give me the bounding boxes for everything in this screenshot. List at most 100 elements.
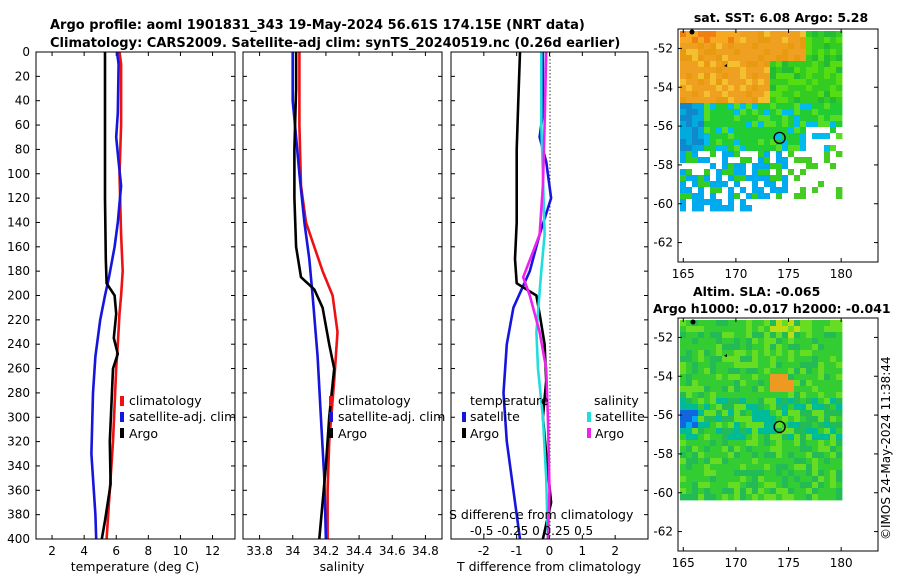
map-cell (806, 368, 813, 375)
map-cell (728, 452, 735, 459)
map-cell (812, 121, 819, 128)
map-cell (704, 464, 711, 471)
map-cell (734, 85, 741, 92)
map-cell (782, 103, 789, 110)
map-cell (824, 434, 831, 441)
map-cell (782, 61, 789, 68)
map-cell (692, 392, 699, 399)
map-cell (794, 440, 801, 447)
map-cell (710, 91, 717, 98)
map-cell (740, 428, 747, 435)
map-cell (800, 37, 807, 44)
map-cell (806, 169, 813, 176)
map-cell (704, 145, 711, 152)
map-cell (812, 91, 819, 98)
map-cell (710, 133, 717, 140)
map-cell (812, 205, 819, 212)
map-cell (794, 163, 801, 170)
map-cell (686, 145, 693, 152)
map-cell (746, 374, 753, 381)
map-cell (806, 386, 813, 393)
map-cell (782, 49, 789, 56)
map-cell (728, 55, 735, 62)
map-cell (728, 31, 735, 38)
map-cell (824, 181, 831, 188)
map-cell (740, 338, 747, 345)
map-cell (746, 91, 753, 98)
map-cell (710, 205, 717, 212)
map-cell (716, 440, 723, 447)
map-cell (758, 127, 765, 134)
map-cell (824, 482, 831, 489)
map-cell (710, 55, 717, 62)
map-cell (812, 169, 819, 176)
map-cell (716, 374, 723, 381)
map-cell (758, 181, 765, 188)
map-cell (686, 494, 693, 501)
map-cell (788, 428, 795, 435)
map-cell (710, 79, 717, 86)
map-cell (782, 380, 789, 387)
map-cell (776, 458, 783, 465)
map-cell (764, 31, 771, 38)
map-cell (752, 61, 759, 68)
map-cell (692, 332, 699, 339)
map-cell (788, 332, 795, 339)
map-cell (758, 133, 765, 140)
map-cell (710, 157, 717, 164)
map-cell (836, 404, 843, 411)
map-cell (680, 440, 687, 447)
map-cell (788, 91, 795, 98)
map-cell (818, 175, 825, 182)
map-cell (776, 43, 783, 50)
map-cell (686, 193, 693, 200)
map-cell (698, 187, 705, 194)
map-cell (740, 205, 747, 212)
map-cell (788, 169, 795, 176)
map-cell (740, 422, 747, 429)
map-cell (752, 416, 759, 423)
map-cell (722, 398, 729, 405)
map-cell (800, 350, 807, 357)
map-cell (824, 350, 831, 357)
y-tick-label: 100 (7, 167, 30, 181)
map-cell (782, 458, 789, 465)
sst-map-title: sat. SST: 6.08 Argo: 5.28 (694, 10, 868, 25)
map-cell (752, 151, 759, 158)
map-cell (728, 139, 735, 146)
map-cell (776, 350, 783, 357)
map-cell (806, 157, 813, 164)
map-cell (812, 49, 819, 56)
map-cell (782, 193, 789, 200)
map-cell (734, 446, 741, 453)
map-cell (752, 464, 759, 471)
map-cell (782, 145, 789, 152)
map-cell (698, 452, 705, 459)
map-cell (722, 482, 729, 489)
map-cell (716, 157, 723, 164)
map-cell (710, 193, 717, 200)
map-cell (836, 446, 843, 453)
map-cell (758, 458, 765, 465)
x-tick-label: 12 (205, 544, 220, 558)
map-cell (680, 398, 687, 405)
map-cell (728, 356, 735, 363)
map-cell (722, 109, 729, 116)
map-cell (716, 127, 723, 134)
map-cell (698, 49, 705, 56)
map-cell (806, 344, 813, 351)
map-cell (734, 31, 741, 38)
map-cell (746, 49, 753, 56)
map-cell (686, 91, 693, 98)
y-tick-label: 240 (7, 337, 30, 351)
map-cell (806, 97, 813, 104)
map-cell (686, 73, 693, 80)
map-cell (770, 368, 777, 375)
map-cell (734, 193, 741, 200)
map-cell (710, 151, 717, 158)
map-cell (818, 362, 825, 369)
series-line-salinity-argo (521, 51, 551, 540)
map-cell (782, 440, 789, 447)
map-cell (746, 344, 753, 351)
map-cell (800, 374, 807, 381)
